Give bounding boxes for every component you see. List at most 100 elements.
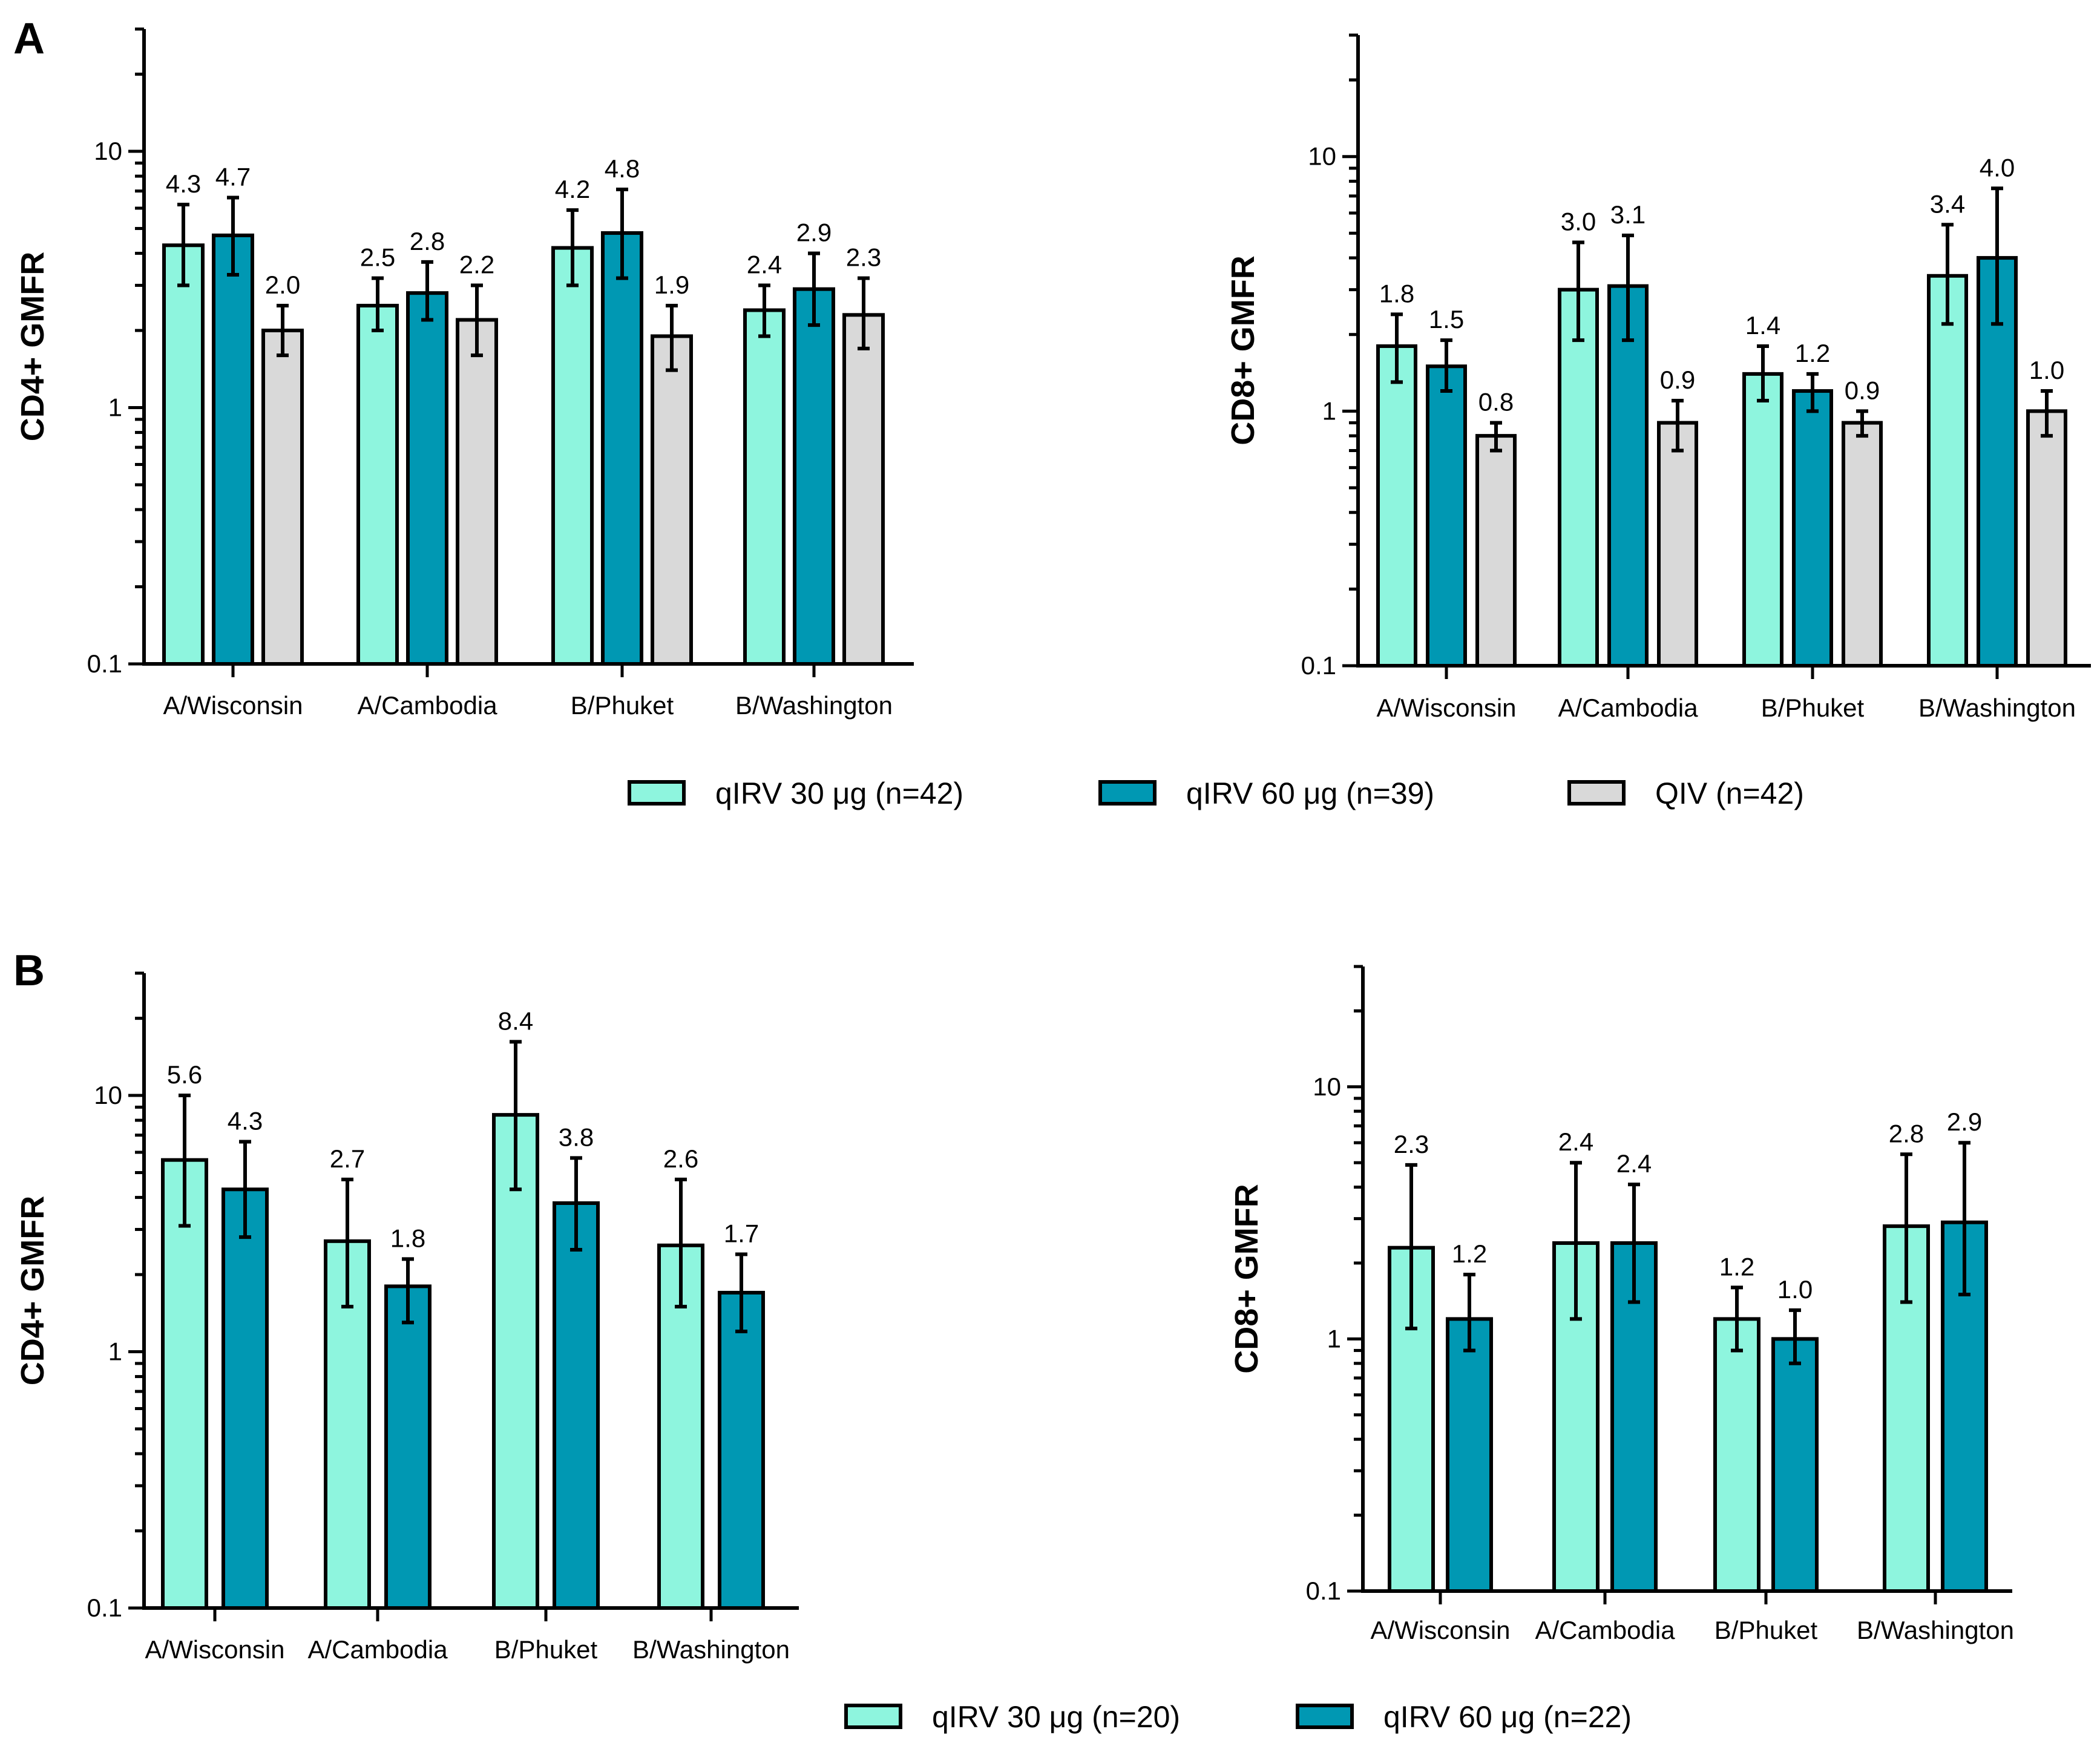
- y-axis-label: CD4+ GMFR: [15, 1196, 51, 1386]
- x-category-label: A/Cambodia: [307, 1635, 448, 1664]
- y-tick-label: 10: [1313, 1072, 1341, 1101]
- data-label: 2.4: [1558, 1127, 1593, 1156]
- bar: [553, 1201, 600, 1610]
- bar: [162, 243, 205, 666]
- x-category-label: A/Wisconsin: [1370, 1616, 1510, 1644]
- bar: [1742, 372, 1783, 668]
- data-label: 4.0: [1980, 153, 2015, 182]
- bar: [1446, 1317, 1493, 1593]
- bar: [1842, 421, 1883, 668]
- data-label: 1.0: [1777, 1275, 1813, 1304]
- y-tick-label: 1: [1322, 396, 1336, 425]
- bar: [1558, 287, 1599, 668]
- x-category-label: A/Cambodia: [1535, 1616, 1675, 1644]
- chart-a-cd8: CD8+ GMFR 0.1 1 10 A/Wisconsin 1.8 1.5 0.8 A/Cam…: [1225, 33, 2091, 722]
- data-label: 2.3: [1394, 1130, 1429, 1158]
- data-label: 2.8: [410, 227, 445, 255]
- bar: [793, 287, 835, 666]
- data-label: 1.2: [1452, 1239, 1487, 1268]
- chart-b-cd4: CD4+ GMFR 0.1 1 10 A/Wisconsin 5.6 4.3 A/Cambod…: [15, 971, 799, 1664]
- legend-label: QIV (n=42): [1655, 776, 1804, 810]
- bar: [212, 233, 254, 666]
- y-tick-label: 10: [1308, 142, 1336, 171]
- data-label: 0.8: [1478, 388, 1514, 416]
- data-label: 3.0: [1561, 208, 1596, 236]
- data-label: 8.4: [498, 1006, 533, 1035]
- x-category-label: A/Cambodia: [357, 691, 497, 720]
- legend-a: qIRV 30 μg (n=42) qIRV 60 μg (n=39) QIV (n…: [628, 776, 1804, 810]
- y-tick-label: 10: [94, 137, 122, 165]
- data-label: 4.2: [555, 175, 590, 203]
- x-category-label: B/Phuket: [494, 1635, 598, 1664]
- x-category-label: B/Phuket: [571, 691, 674, 720]
- x-category-label: B/Phuket: [1761, 694, 1865, 722]
- bar: [356, 304, 399, 666]
- data-label: 5.6: [167, 1060, 202, 1089]
- bar: [601, 231, 643, 666]
- x-category-label: B/Washington: [1918, 694, 2076, 722]
- x-category-label: B/Phuket: [1714, 1616, 1818, 1644]
- legend-label: qIRV 60 μg (n=22): [1383, 1700, 1632, 1734]
- bar: [492, 1113, 539, 1610]
- y-tick-label: 0.1: [1306, 1577, 1341, 1605]
- legend-b: qIRV 30 μg (n=20) qIRV 60 μg (n=22): [844, 1700, 1632, 1734]
- legend-swatch: [1567, 780, 1626, 806]
- y-axis-label: CD8+ GMFR: [1225, 255, 1261, 445]
- bar: [261, 329, 304, 666]
- y-tick-label: 0.1: [87, 1593, 122, 1622]
- bar: [2026, 409, 2067, 668]
- bar: [1426, 364, 1467, 668]
- data-label: 3.4: [1930, 189, 1965, 218]
- legend-label: qIRV 60 μg (n=39): [1186, 776, 1434, 810]
- legend-label: qIRV 30 μg (n=20): [932, 1700, 1180, 1734]
- legend-swatch: [1098, 780, 1157, 806]
- chart-a-cd4: CD4+ GMFR 0.1 1 10 A/Wisconsin 4.3 4.7 2.0 A/Cam…: [15, 27, 914, 720]
- data-label: 1.4: [1745, 311, 1780, 340]
- data-label: 2.3: [846, 243, 881, 272]
- bar: [221, 1187, 269, 1610]
- bar: [384, 1284, 431, 1610]
- bar: [1792, 389, 1833, 668]
- y-tick-label: 1: [1327, 1324, 1341, 1353]
- chart-b-cd8: CD8+ GMFR 0.1 1 10 A/Wisconsin 2.3 1.2 A/Cambod…: [1229, 965, 2014, 1644]
- data-label: 1.8: [1379, 279, 1414, 307]
- data-label: 4.3: [228, 1106, 263, 1135]
- bar: [1771, 1337, 1819, 1593]
- y-tick-label: 1: [108, 1337, 122, 1366]
- data-label: 4.3: [166, 169, 201, 198]
- bar: [1376, 344, 1417, 668]
- legend-label: qIRV 30 μg (n=42): [715, 776, 963, 810]
- panel-letter-a: A: [13, 15, 45, 63]
- data-label: 2.9: [796, 218, 832, 247]
- data-label: 2.8: [1889, 1119, 1924, 1147]
- x-category-label: B/Washington: [735, 691, 893, 720]
- data-label: 2.0: [265, 271, 300, 299]
- data-label: 2.9: [1947, 1108, 1982, 1136]
- data-label: 1.2: [1719, 1252, 1754, 1281]
- bar: [1713, 1317, 1760, 1593]
- panel-letter-b: B: [13, 947, 45, 995]
- data-label: 1.8: [390, 1224, 425, 1252]
- data-label: 1.2: [1795, 339, 1830, 367]
- bar: [456, 318, 498, 666]
- x-category-label: A/Wisconsin: [163, 691, 303, 720]
- bar: [842, 313, 885, 666]
- data-label: 0.9: [1845, 376, 1880, 404]
- y-tick-label: 0.1: [1301, 651, 1336, 680]
- data-label: 2.4: [747, 250, 782, 278]
- data-label: 1.7: [724, 1219, 759, 1248]
- bar: [1607, 284, 1649, 668]
- bar: [651, 334, 693, 666]
- bar: [1657, 421, 1698, 668]
- bar: [743, 308, 786, 666]
- bar: [551, 246, 594, 666]
- x-category-label: A/Wisconsin: [1376, 694, 1516, 722]
- y-tick-label: 1: [108, 393, 122, 422]
- data-label: 1.9: [654, 271, 689, 299]
- data-label: 3.1: [1610, 200, 1646, 229]
- x-category-label: A/Wisconsin: [145, 1635, 284, 1664]
- bar: [1927, 274, 1968, 668]
- y-tick-label: 10: [94, 1081, 122, 1109]
- bar: [406, 291, 448, 666]
- data-label: 2.6: [663, 1144, 698, 1173]
